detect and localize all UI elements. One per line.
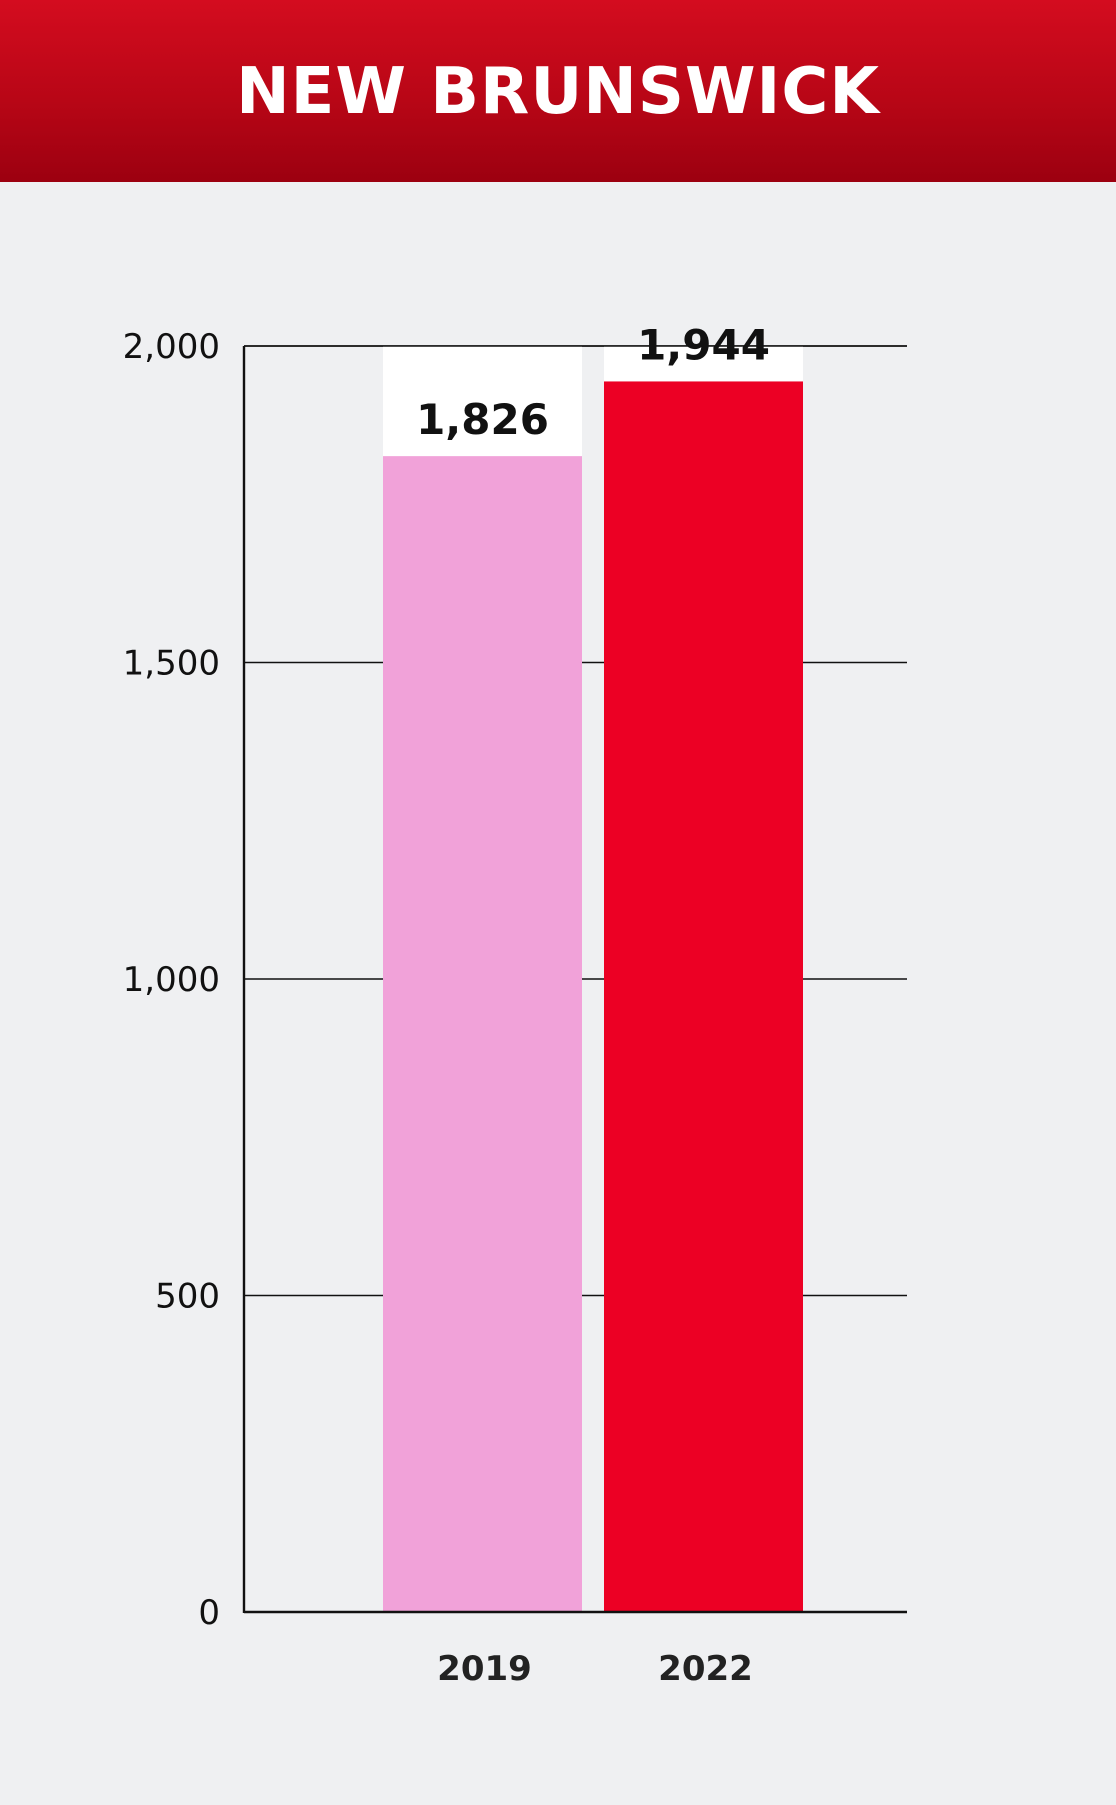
y-tick-label: 0 <box>198 1593 220 1633</box>
chart-title: NEW BRUNSWICK <box>236 55 880 129</box>
labels: 0 500 1,000 1,500 2,000 1,826 2019 1,944 2022 <box>123 320 770 1689</box>
data-label-2019: 1,826 <box>416 395 549 444</box>
y-tick-label: 1,000 <box>123 960 220 1000</box>
bar-2019 <box>383 456 582 1613</box>
y-tick-label: 1,500 <box>123 644 220 684</box>
x-tick-label-2019: 2019 <box>437 1649 532 1689</box>
data-label-2022: 1,944 <box>637 320 770 369</box>
bars <box>383 346 803 1613</box>
y-tick-label: 500 <box>155 1277 220 1317</box>
chart-header: NEW BRUNSWICK <box>0 0 1116 182</box>
x-tick-label-2022: 2022 <box>658 1649 753 1689</box>
axes <box>242 345 907 1614</box>
bar-2022 <box>604 381 803 1612</box>
y-tick-label: 2,000 <box>123 327 220 367</box>
